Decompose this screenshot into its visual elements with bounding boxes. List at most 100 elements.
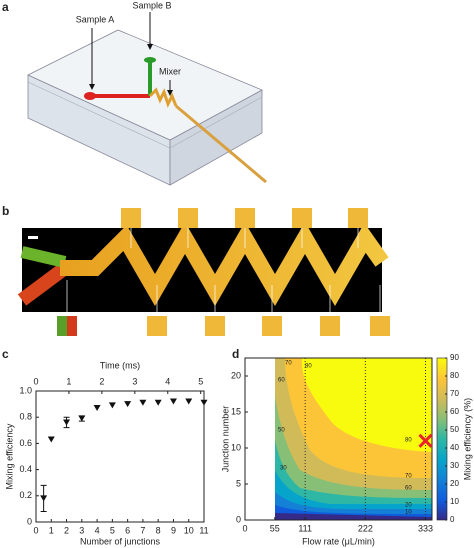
plot-frame	[35, 390, 205, 523]
inlet-green	[144, 57, 156, 63]
crop	[67, 316, 77, 336]
x-tick-label: 333	[418, 523, 433, 533]
label: Sample A	[76, 14, 115, 24]
panel-label: d	[232, 347, 239, 361]
point	[154, 399, 162, 406]
y-tick-label: 5	[236, 478, 241, 488]
crops	[121, 208, 390, 336]
contour-label: 20	[405, 503, 412, 509]
point	[108, 402, 116, 409]
contour-label: 10	[405, 510, 412, 516]
x-tick-label: 3	[79, 525, 84, 535]
x-tick-label: 55	[270, 523, 280, 533]
colorbar-tick-label: 30	[450, 461, 459, 470]
x2-tick-label: 4	[165, 376, 170, 386]
colorbar	[436, 357, 448, 521]
y-tick-label: 20	[231, 370, 241, 380]
point	[139, 399, 147, 406]
x-tick-label: 0	[33, 525, 38, 535]
y-tick-label: 0	[236, 514, 241, 524]
stream-red	[17, 262, 70, 306]
y-axis-label: Mixing efficiency	[4, 423, 14, 489]
box-edge	[169, 96, 263, 149]
box-top	[27, 29, 263, 141]
x-tick-label: 9	[171, 525, 176, 535]
contour-label: 80	[405, 438, 412, 444]
contour-label: 80	[305, 364, 312, 370]
y-axis-label: Junction number	[220, 406, 230, 473]
x-tick-label: 4	[95, 525, 100, 535]
contour-fill: 70 80 60 80 70 60 50 30 20 10	[275, 358, 432, 520]
colorbar-tick-label: 90	[450, 353, 459, 362]
scale-bar	[28, 236, 38, 239]
colorbar-tick-label: 50	[450, 425, 459, 434]
mixer-channel	[60, 221, 389, 307]
contour-label: 30	[280, 466, 287, 472]
x-tick-label: 111	[298, 523, 312, 533]
x-tick-label: 1	[49, 525, 54, 535]
point	[93, 405, 101, 412]
point	[78, 415, 86, 422]
y-tick-label: 1.0	[19, 385, 32, 395]
x-tick-label: 0	[242, 523, 247, 533]
panel-a: a Sample A Sample B Mixer	[2, 0, 267, 186]
y-tick-label: 10	[231, 442, 241, 452]
panel-label: c	[2, 347, 9, 361]
x-tick-label: 222	[358, 523, 373, 533]
x2-axis-label: Time (ms)	[100, 360, 140, 370]
label: Mixer	[159, 66, 181, 76]
box-edge	[27, 81, 171, 149]
arrow-head	[167, 90, 173, 96]
outlet-channel	[175, 104, 267, 184]
x-tick-label: 2	[64, 525, 69, 535]
x2-tick-label: 0	[33, 376, 38, 386]
x2-tick-label: 2	[99, 376, 104, 386]
point	[169, 398, 177, 405]
x2-tick-label: 3	[132, 376, 137, 386]
contour-label: 60	[405, 486, 412, 492]
point	[40, 495, 48, 502]
x-tick-label: 6	[125, 525, 130, 535]
point	[185, 398, 193, 405]
contour-label: 70	[285, 361, 292, 367]
colorbar-tick-label: 80	[450, 371, 459, 380]
point	[124, 401, 132, 408]
arrow-head	[89, 84, 95, 90]
colorbar-tick-label: 70	[450, 389, 459, 398]
stream-green	[20, 246, 67, 268]
plot-frame	[244, 357, 433, 521]
y-tick-label: 0	[27, 516, 32, 526]
panel-label: b	[2, 204, 9, 218]
mixer	[148, 87, 178, 108]
y-tick-label: 0.8	[19, 412, 32, 422]
panel-b: b	[2, 204, 390, 336]
x2-tick-label: 1	[66, 376, 71, 386]
y-tick-label: 15	[231, 406, 241, 416]
x-axis-label: Flow rate (μL/min)	[302, 536, 375, 546]
x2-tick-label: 5	[198, 376, 203, 386]
x-tick-label: 7	[140, 525, 145, 535]
contour-label: 60	[278, 378, 285, 384]
y-tick-label: 0.6	[19, 438, 32, 448]
contour-label: 50	[278, 428, 285, 434]
point	[63, 419, 71, 426]
callout-lines	[66, 228, 381, 312]
point	[200, 399, 208, 406]
colorbar-tick-label: 10	[450, 497, 459, 506]
x-tick-label: 10	[184, 525, 194, 535]
y-tick-label: 0.4	[19, 464, 32, 474]
arrow-head	[147, 44, 153, 50]
marker	[418, 433, 433, 448]
panel-label: a	[2, 0, 9, 14]
x-tick-label: 8	[156, 525, 161, 535]
x-tick-label: 11	[199, 525, 208, 535]
colorbar-tick-label: 20	[450, 479, 459, 488]
inlet-red	[84, 92, 96, 100]
colorbar-label: Mixing efficiency (%)	[462, 398, 472, 480]
colorbar-tick-label: 60	[450, 407, 459, 416]
colorbar-tick-label: 40	[450, 443, 459, 452]
x-tick-label: 5	[110, 525, 115, 535]
point	[47, 436, 55, 443]
contour-label: 70	[405, 474, 412, 480]
